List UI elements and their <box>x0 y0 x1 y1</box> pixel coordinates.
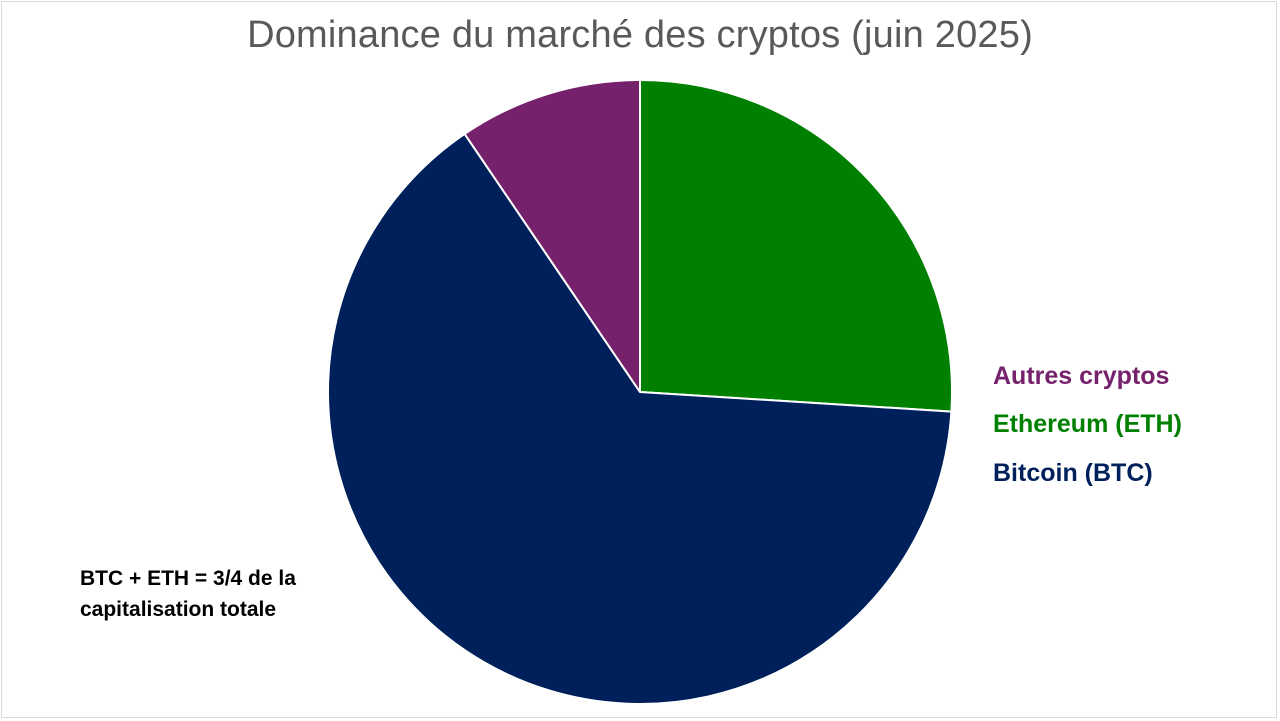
pie-slice-bitcoin-btc <box>327 132 953 706</box>
pie-slices <box>327 79 953 706</box>
annotation-line-2: capitalisation totale <box>80 598 277 621</box>
chart-annotation: BTC + ETH = 3/4 de la capitalisation tot… <box>80 563 400 625</box>
legend-entry-ethereum: Ethereum (ETH) <box>993 410 1182 438</box>
legend-entry-autres-cryptos: Autres cryptos <box>993 362 1170 390</box>
legend-entry-bitcoin: Bitcoin (BTC) <box>993 459 1153 487</box>
annotation-line-1: BTC + ETH = 3/4 de la <box>80 567 296 590</box>
pie-slice-autres-cryptos <box>463 79 641 393</box>
chart-title: Dominance du marché des cryptos (juin 20… <box>247 14 1033 56</box>
pie-slice-ethereum-eth <box>639 79 953 413</box>
